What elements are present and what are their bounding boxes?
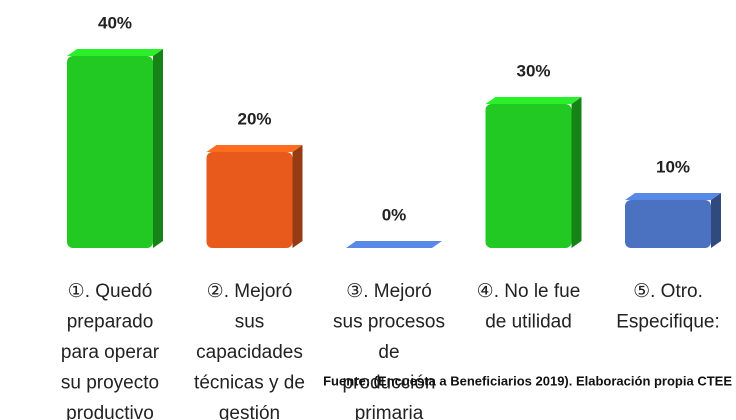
bar: [206, 145, 303, 248]
x-tick-label: primaria: [355, 403, 424, 420]
bar: [625, 193, 721, 248]
x-tick-label: Especifique:: [616, 312, 720, 333]
x-tick-label: para operar: [61, 342, 160, 363]
x-tick-label: ③. Mejoró: [346, 281, 432, 302]
bar-face: [292, 145, 303, 248]
value-label: 20%: [237, 109, 271, 128]
x-tick-label: gestión: [219, 403, 280, 420]
bar-face: [571, 97, 582, 248]
value-label: 10%: [656, 157, 690, 176]
x-tick-label: sus procesos: [333, 312, 445, 333]
bar: [67, 49, 163, 248]
bar: [485, 97, 582, 248]
source-note: Fuente: (Encuesta a Beneficiarios 2019).…: [323, 373, 732, 388]
bar-face: [67, 49, 163, 56]
x-tick-label: ⑤. Otro.: [633, 281, 703, 302]
value-label: 30%: [516, 61, 550, 80]
value-label: 40%: [98, 13, 132, 32]
bar-face: [625, 193, 721, 200]
x-tick-label: ②. Mejoró: [207, 281, 293, 302]
x-tick-label: capacidades: [196, 342, 303, 363]
x-tick-label: ①. Quedó: [68, 281, 153, 302]
bar: [346, 241, 442, 248]
x-tick-label: de: [378, 342, 399, 363]
x-tick-label: técnicas y de: [194, 373, 305, 394]
bar-face: [485, 97, 582, 104]
x-tick-label: producción: [343, 373, 436, 394]
value-label: 0%: [382, 205, 407, 224]
bar-face: [711, 193, 721, 248]
bar-face: [206, 145, 303, 152]
x-tick-label: sus: [235, 312, 265, 333]
bar-face: [625, 200, 711, 248]
x-tick-label: ④. No le fue: [477, 281, 581, 302]
bar-face: [485, 104, 572, 248]
bar-face: [153, 49, 163, 248]
x-tick-label: su proyecto: [61, 373, 159, 394]
bar-face: [346, 241, 442, 248]
x-tick-label: productivo: [66, 403, 154, 420]
bar-face: [206, 152, 293, 248]
x-tick-label: preparado: [67, 312, 154, 333]
bar-face: [67, 56, 153, 248]
x-tick-label: de utilidad: [485, 312, 572, 333]
